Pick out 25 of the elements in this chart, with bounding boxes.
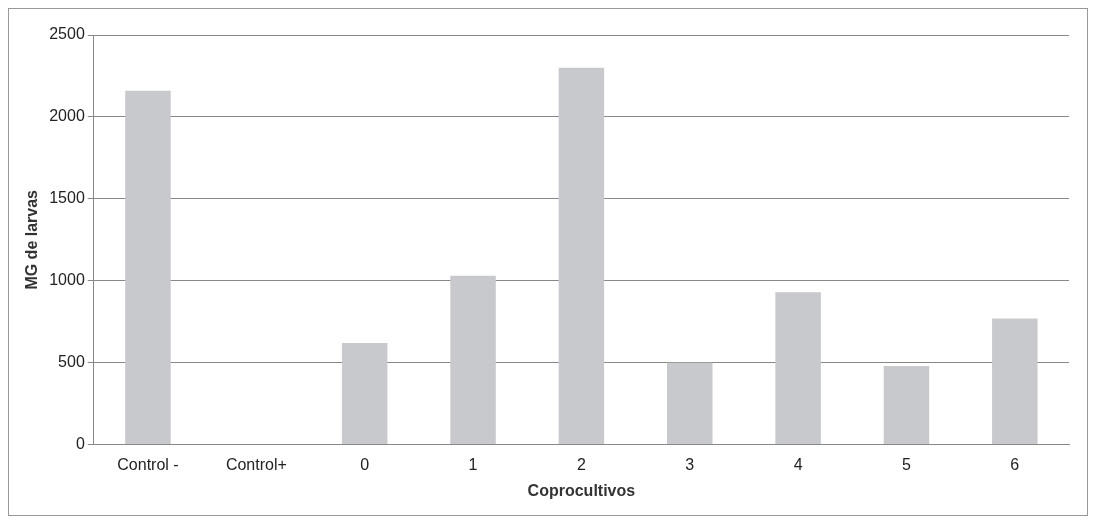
x-tick-label: 3 (685, 455, 695, 473)
x-tick-label: 6 (1010, 455, 1020, 473)
y-tick-label: 500 (58, 353, 85, 371)
x-tick-label: 1 (468, 455, 478, 473)
x-tick-label: Control - (117, 455, 179, 473)
y-tick-label: 0 (75, 435, 85, 453)
x-tick-label: 5 (902, 455, 912, 473)
y-tick-label: 2500 (49, 25, 85, 43)
x-tick-label: 2 (576, 455, 586, 473)
y-tick-label: 1000 (49, 271, 85, 289)
bar (667, 362, 713, 445)
x-tick-label: 0 (360, 455, 370, 473)
y-tick-label: 1500 (49, 189, 85, 207)
bar (992, 318, 1038, 445)
bar (775, 292, 821, 445)
y-axis-title: MG de larvas (23, 189, 41, 290)
x-axis-title: Coprocultivos (527, 481, 636, 499)
bar (125, 90, 171, 445)
bar (450, 275, 496, 445)
bar (558, 67, 605, 445)
x-tick-label: Control+ (225, 455, 287, 473)
y-tick-label: 2000 (49, 107, 85, 125)
x-tick-label: 4 (793, 455, 803, 473)
bar (341, 343, 388, 445)
bar (883, 365, 930, 445)
